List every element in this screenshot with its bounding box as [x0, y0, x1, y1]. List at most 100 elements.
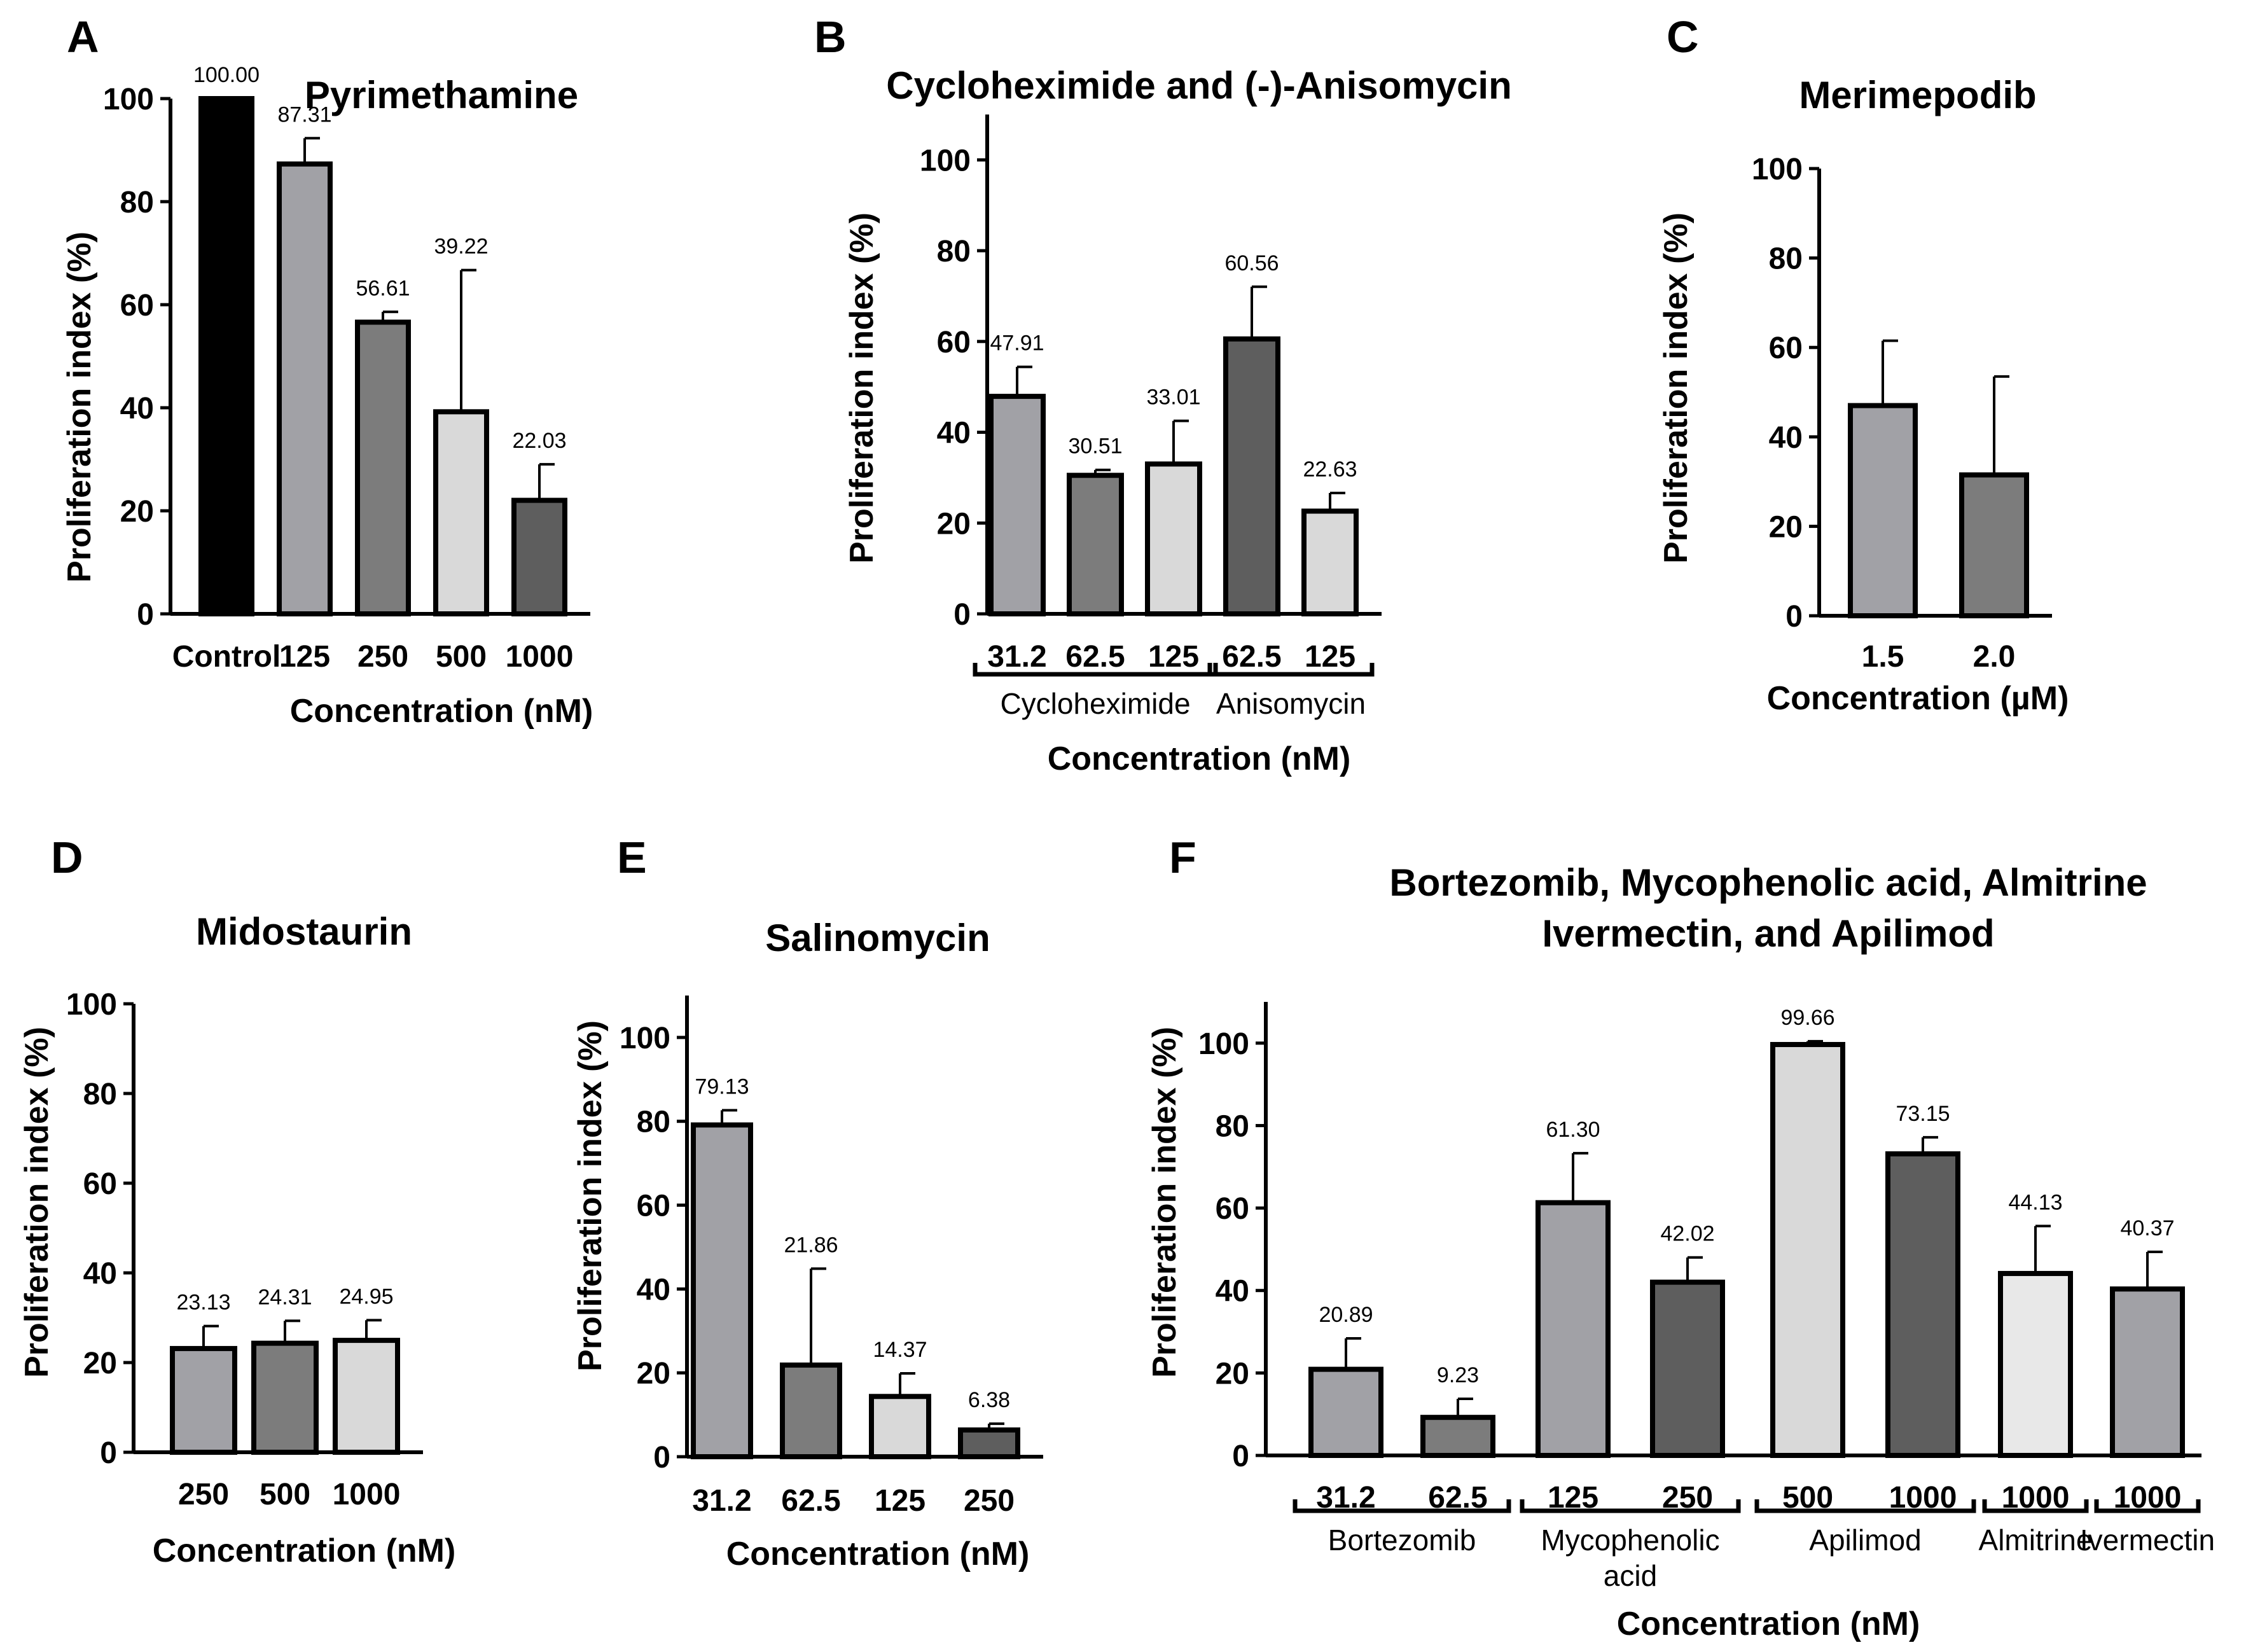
- panel-b-group-label: Cycloheximide: [1000, 687, 1190, 720]
- panel-c-y-tick-label: 80: [1769, 242, 1803, 276]
- panel-f-data-label: 44.13: [2008, 1190, 2062, 1214]
- panel-c-y-tick-label: 20: [1769, 510, 1803, 544]
- panel-d-y-tick-label: 20: [83, 1347, 117, 1380]
- panel-f-bar: [1770, 1042, 1845, 1458]
- panel-b-y-tick-label: 40: [937, 417, 971, 450]
- panel-d-x-tick-label: 1000: [333, 1478, 401, 1511]
- panel-b-title: Cycloheximide and (-)-Anisomycin: [886, 64, 1512, 107]
- panel-b-data-label: 60.56: [1224, 251, 1279, 275]
- panel-a-data-label: 39.22: [434, 235, 488, 259]
- panel-e-y-tick-label: 20: [637, 1357, 670, 1391]
- panel-f-bar: [1885, 1151, 1960, 1458]
- panel-a-data-label: 56.61: [356, 276, 410, 300]
- panel-a-x-tick-label: 125: [279, 640, 330, 674]
- panel-a-y-axis-label: Proliferation index (%): [61, 232, 98, 583]
- panel-f-data-label: 9.23: [1437, 1363, 1479, 1387]
- panel-a-y-tick-label: 60: [120, 289, 154, 323]
- panel-d-bar: [170, 1345, 237, 1455]
- panel-e-data-label: 6.38: [968, 1388, 1010, 1412]
- panel-d-x-tick-label: 250: [178, 1478, 229, 1511]
- panel-f: F Bortezomib, Mycophenolic acid, Almitri…: [1146, 833, 2215, 1642]
- panel-a-data-label: 87.31: [277, 102, 331, 127]
- panel-letter-e: E: [617, 833, 647, 882]
- panel-f-group-bracket: [1982, 1499, 2089, 1513]
- panel-f-bar: [1536, 1200, 1611, 1458]
- panel-e-x-tick-label: 250: [964, 1484, 1015, 1518]
- panel-f-group-label: Bortezomib: [1328, 1524, 1476, 1557]
- panel-f-group-label: Almitrine: [1979, 1524, 2093, 1557]
- panel-f-group-bracket: [1293, 1499, 1511, 1513]
- panel-f-y-tick-label: 40: [1216, 1275, 1249, 1308]
- panel-b-x-axis-label: Concentration (nM): [1048, 740, 1351, 777]
- panel-d-y-tick-label: 40: [83, 1257, 117, 1291]
- panel-c-title: Merimepodib: [1799, 74, 2036, 116]
- panel-a-y-tick-label: 40: [120, 392, 154, 426]
- panel-e: E Salinomycin Concentration (nM) Prolife…: [572, 833, 1043, 1572]
- panel-c-y-tick-label: 0: [1785, 600, 1803, 634]
- panel-letter-c: C: [1667, 12, 1699, 62]
- panel-e-y-axis-label: Proliferation index (%): [572, 1020, 609, 1371]
- panel-e-x-axis-label: Concentration (nM): [726, 1536, 1030, 1572]
- panel-a-x-axis-label: Concentration (nM): [290, 693, 593, 730]
- panel-f-group-label: Mycophenolic: [1541, 1524, 1719, 1557]
- panel-f-y-tick-label: 0: [1232, 1440, 1249, 1473]
- panel-b-bar: [988, 394, 1046, 616]
- panel-f-y-tick-label: 100: [1198, 1027, 1249, 1061]
- panel-d-y-tick-label: 0: [100, 1436, 117, 1470]
- panel-f-bar: [1420, 1415, 1495, 1459]
- panel-b-bar: [1145, 461, 1202, 617]
- panel-b-x-tick-label: 62.5: [1222, 640, 1281, 674]
- panel-c-x-tick-label: 1.5: [1862, 640, 1904, 674]
- panel-c-x-tick-label: 2.0: [1973, 640, 2016, 674]
- panel-a-data-label: 100.00: [193, 63, 260, 87]
- panel-b-y-axis-label: Proliferation index (%): [843, 212, 880, 564]
- panel-c-x-axis-label: Concentration (µM): [1767, 680, 2069, 717]
- panel-b-x-tick-label: 125: [1305, 640, 1355, 674]
- panel-c-y-axis-label: Proliferation index (%): [1658, 212, 1695, 564]
- panel-a-data-label: 22.03: [512, 429, 566, 453]
- panel-d-x-tick-label: 500: [260, 1478, 310, 1511]
- panel-letter-a: A: [67, 12, 99, 62]
- panel-b: B Cycloheximide and (-)-Anisomycin Conce…: [814, 12, 1512, 777]
- panel-a-y-tick-label: 80: [120, 186, 154, 219]
- panel-a-bar: [433, 409, 489, 616]
- panel-b-data-label: 33.01: [1146, 385, 1200, 410]
- panel-f-data-label: 99.66: [1780, 1006, 1834, 1030]
- panel-e-data-label: 21.86: [784, 1233, 838, 1257]
- panel-b-data-label: 30.51: [1068, 434, 1122, 459]
- panel-f-bar: [1650, 1279, 1725, 1459]
- panel-f-bar: [1998, 1270, 2073, 1459]
- panel-e-y-tick-label: 0: [653, 1441, 670, 1475]
- panel-letter-b: B: [814, 12, 847, 62]
- panel-f-bar: [2110, 1286, 2185, 1458]
- panel-e-bar: [958, 1427, 1020, 1459]
- panel-f-data-label: 73.15: [1896, 1102, 1950, 1126]
- panel-d-y-tick-label: 60: [83, 1167, 117, 1201]
- panel-a-bar: [198, 96, 254, 616]
- panel-d-data-label: 24.31: [258, 1285, 312, 1309]
- panel-e-bar: [691, 1122, 753, 1459]
- panel-b-group-label: Anisomycin: [1216, 687, 1366, 720]
- panel-a-bar: [511, 497, 567, 616]
- panel-e-y-tick-label: 100: [620, 1022, 670, 1055]
- panel-e-x-tick-label: 125: [875, 1484, 926, 1518]
- panel-b-data-label: 22.63: [1303, 457, 1357, 482]
- panel-f-group-label-line2: acid: [1604, 1559, 1657, 1592]
- panel-c-y-tick-label: 100: [1752, 153, 1803, 186]
- panel-f-group-label: Apilimod: [1809, 1524, 1921, 1557]
- panel-d-y-axis-label: Proliferation index (%): [18, 1027, 55, 1378]
- panel-b-y-tick-label: 0: [953, 598, 971, 632]
- panel-d-x-axis-label: Concentration (nM): [153, 1532, 456, 1569]
- panel-d-bar: [251, 1340, 319, 1455]
- panel-d-data-label: 23.13: [176, 1291, 230, 1315]
- panel-b-group-bracket: [1207, 663, 1375, 677]
- panel-a-x-tick-label: Control: [172, 640, 281, 674]
- panel-b-y-tick-label: 60: [937, 326, 971, 359]
- panel-a: A Pyrimethamine Concentration (nM) Proli…: [61, 12, 593, 730]
- panel-d: D Midostaurin Concentration (nM) Prolife…: [18, 833, 455, 1569]
- panel-f-group-bracket: [2094, 1499, 2201, 1513]
- panel-b-y-tick-label: 80: [937, 235, 971, 268]
- panel-f-data-label: 61.30: [1546, 1118, 1600, 1142]
- panel-d-y-tick-label: 100: [66, 988, 117, 1022]
